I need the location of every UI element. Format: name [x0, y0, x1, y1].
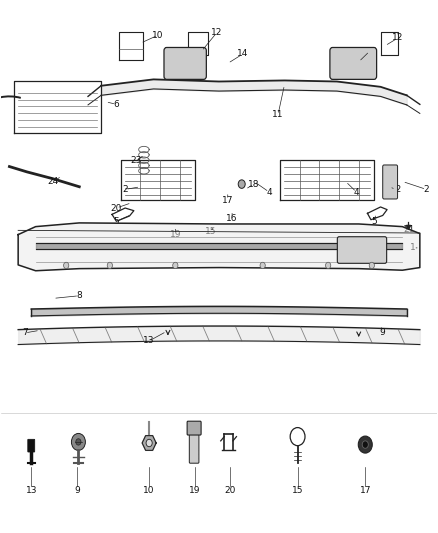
Circle shape: [369, 262, 374, 269]
Text: 21: 21: [403, 225, 415, 234]
Text: 2: 2: [122, 185, 128, 194]
Text: 14: 14: [364, 47, 375, 55]
Circle shape: [260, 262, 265, 269]
FancyBboxPatch shape: [337, 237, 387, 263]
Text: 22: 22: [390, 185, 402, 194]
Text: 8: 8: [76, 291, 82, 300]
Text: 19: 19: [189, 486, 201, 495]
FancyBboxPatch shape: [187, 421, 201, 435]
Circle shape: [362, 441, 368, 448]
Text: 2: 2: [424, 185, 429, 194]
Text: 9: 9: [380, 328, 385, 337]
Text: 20: 20: [111, 204, 122, 213]
Text: 17: 17: [360, 486, 371, 495]
Text: 16: 16: [226, 214, 238, 223]
Polygon shape: [18, 223, 420, 271]
Text: 14: 14: [237, 50, 249, 58]
Text: 10: 10: [143, 486, 155, 495]
Text: 17: 17: [222, 196, 233, 205]
Circle shape: [76, 439, 81, 445]
Text: 18: 18: [248, 180, 260, 189]
Text: 24: 24: [47, 177, 59, 186]
Text: 4: 4: [266, 188, 272, 197]
Polygon shape: [142, 435, 156, 450]
Text: 12: 12: [392, 34, 404, 43]
Text: 11: 11: [272, 110, 284, 119]
Circle shape: [290, 427, 305, 446]
Text: 10: 10: [152, 31, 164, 40]
Text: 5: 5: [371, 217, 377, 226]
Text: 15: 15: [205, 228, 216, 237]
Text: 13: 13: [143, 336, 155, 345]
FancyBboxPatch shape: [189, 432, 199, 463]
Text: 20: 20: [224, 486, 236, 495]
FancyBboxPatch shape: [383, 165, 398, 199]
Text: 4: 4: [354, 188, 359, 197]
Text: 1: 1: [410, 244, 416, 253]
Text: 7: 7: [22, 328, 28, 337]
Circle shape: [71, 433, 85, 450]
Text: 15: 15: [292, 486, 304, 495]
FancyBboxPatch shape: [330, 47, 377, 79]
Text: 13: 13: [25, 486, 37, 495]
Text: 19: 19: [170, 230, 181, 239]
Text: 23: 23: [131, 156, 142, 165]
Circle shape: [146, 439, 152, 447]
Circle shape: [325, 262, 331, 269]
Text: 12: 12: [211, 28, 223, 37]
Text: 5: 5: [113, 217, 119, 226]
Circle shape: [173, 262, 178, 269]
Circle shape: [358, 436, 372, 453]
Circle shape: [238, 180, 245, 188]
Text: 6: 6: [113, 100, 119, 109]
FancyBboxPatch shape: [164, 47, 206, 79]
Circle shape: [64, 262, 69, 269]
Circle shape: [107, 262, 113, 269]
Text: 9: 9: [74, 486, 80, 495]
FancyBboxPatch shape: [28, 439, 35, 452]
